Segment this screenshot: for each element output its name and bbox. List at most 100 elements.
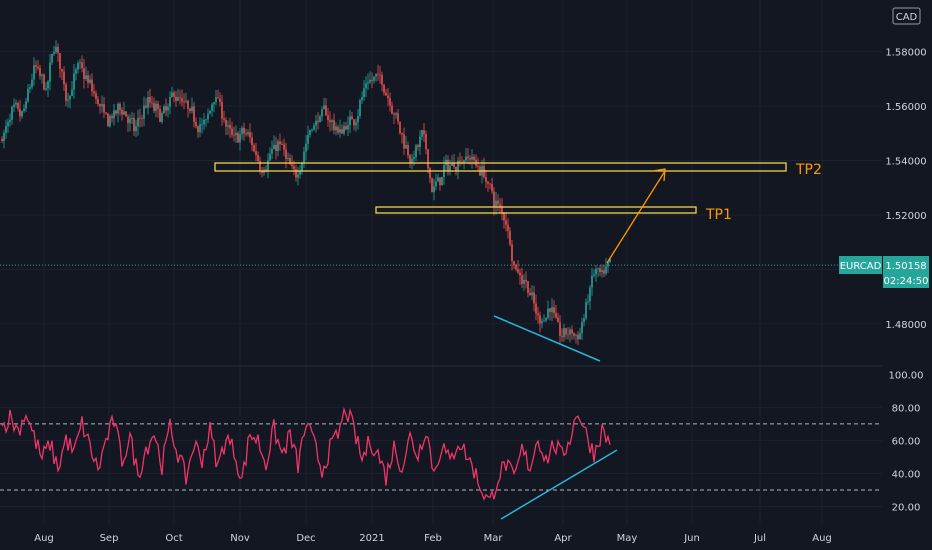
- candle-up: [169, 96, 171, 107]
- candle-down: [377, 73, 379, 75]
- candle-up: [433, 186, 435, 193]
- candle-down: [511, 244, 513, 262]
- candle-down: [341, 129, 343, 134]
- rsi-series: [1, 406, 611, 501]
- time-tick-label: Apr: [554, 533, 572, 544]
- candle-up: [551, 307, 553, 312]
- candle-down: [125, 111, 127, 117]
- candle-up: [7, 122, 9, 127]
- current-price-value: 1.50158: [885, 261, 926, 272]
- rsi-divergence-trendline[interactable]: [500, 449, 618, 520]
- candle-down: [509, 230, 511, 245]
- time-axis[interactable]: Aug Sep Oct Nov Dec 2021 Feb Mar Apr May…: [34, 533, 832, 544]
- candle-down: [87, 75, 89, 83]
- candle-down: [381, 75, 383, 85]
- candle-down: [517, 269, 519, 273]
- candle-down: [19, 108, 21, 117]
- candle-down: [489, 183, 491, 185]
- candle-down: [159, 108, 161, 122]
- candle-up: [171, 92, 173, 97]
- candle-down: [195, 121, 197, 127]
- rsi-axis[interactable]: 100.00 80.00 60.00 40.00 20.00: [889, 370, 924, 513]
- price-axis[interactable]: 1.58000 1.56000 1.54000 1.52000 1.48000: [885, 48, 926, 331]
- candle-up: [71, 89, 73, 96]
- target-arrow[interactable]: [606, 170, 666, 264]
- candle-up: [287, 157, 289, 159]
- candle-up: [547, 308, 549, 318]
- candle-down: [245, 133, 247, 135]
- candle-down: [455, 166, 457, 172]
- candle-up: [73, 73, 75, 90]
- candle-up: [595, 268, 597, 275]
- price-tick-label: 1.54000: [885, 157, 926, 168]
- candle-up: [207, 113, 209, 120]
- candle-up: [357, 115, 359, 123]
- candle-up: [335, 126, 337, 131]
- candle-down: [345, 126, 347, 130]
- time-tick-label: Sep: [100, 533, 119, 544]
- candle-down: [513, 261, 515, 265]
- candle-up: [75, 69, 77, 74]
- candle-up: [101, 104, 103, 107]
- candle-down: [507, 224, 509, 231]
- time-tick-label: 2021: [359, 533, 384, 544]
- candle-up: [437, 177, 439, 182]
- candle-down: [473, 156, 475, 160]
- candle-up: [123, 111, 125, 115]
- candle-up: [563, 328, 565, 337]
- candle-up: [395, 113, 397, 115]
- candle-down: [257, 154, 259, 161]
- candle-down: [187, 100, 189, 109]
- tp2-zone[interactable]: [214, 162, 787, 172]
- candle-up: [359, 100, 361, 116]
- candle-down: [221, 102, 223, 119]
- candle-down: [63, 71, 65, 85]
- candle-down: [265, 169, 267, 171]
- candle-down: [61, 68, 63, 72]
- candle-up: [235, 132, 237, 136]
- candle-down: [175, 96, 177, 101]
- candle-up: [363, 88, 365, 97]
- candle-down: [333, 120, 335, 131]
- rsi-tick-label: 60.00: [892, 436, 921, 447]
- candle-down: [599, 268, 601, 273]
- price-tick-label: 1.52000: [885, 211, 926, 222]
- candle-down: [293, 166, 295, 170]
- candle-down: [119, 103, 121, 110]
- candle-up: [185, 100, 187, 102]
- candle-up: [435, 181, 437, 187]
- candle-down: [151, 102, 153, 104]
- candle-up: [177, 97, 179, 101]
- currency-box[interactable]: CAD: [892, 7, 921, 25]
- candle-up: [463, 160, 465, 164]
- rsi-tick-label: 80.00: [892, 403, 921, 414]
- current-price-tag[interactable]: EURCAD 1.50158 02:24:50: [839, 256, 929, 288]
- candle-down: [557, 317, 559, 323]
- candle-up: [3, 132, 5, 142]
- candle-up: [343, 126, 345, 134]
- candle-up: [47, 81, 49, 89]
- candle-up: [457, 160, 459, 172]
- candle-down: [521, 275, 523, 284]
- price-divergence-trendline[interactable]: [493, 315, 601, 362]
- candle-up: [155, 103, 157, 111]
- candle-down: [459, 160, 461, 163]
- price-annotations[interactable]: TP2 TP1: [214, 162, 822, 520]
- candle-up: [163, 106, 165, 114]
- candle-down: [223, 118, 225, 120]
- candle-up: [137, 117, 139, 127]
- candle-up: [23, 108, 25, 112]
- candle-down: [59, 53, 61, 69]
- candle-up: [609, 258, 611, 262]
- candle-up: [531, 292, 533, 296]
- time-tick-label: Jun: [683, 533, 700, 544]
- candle-down: [403, 134, 405, 149]
- candle-down: [261, 170, 263, 173]
- candle-down: [111, 115, 113, 119]
- candle-up: [465, 156, 467, 161]
- tp1-zone[interactable]: [375, 206, 697, 214]
- candle-up: [191, 106, 193, 112]
- candle-down: [525, 279, 527, 282]
